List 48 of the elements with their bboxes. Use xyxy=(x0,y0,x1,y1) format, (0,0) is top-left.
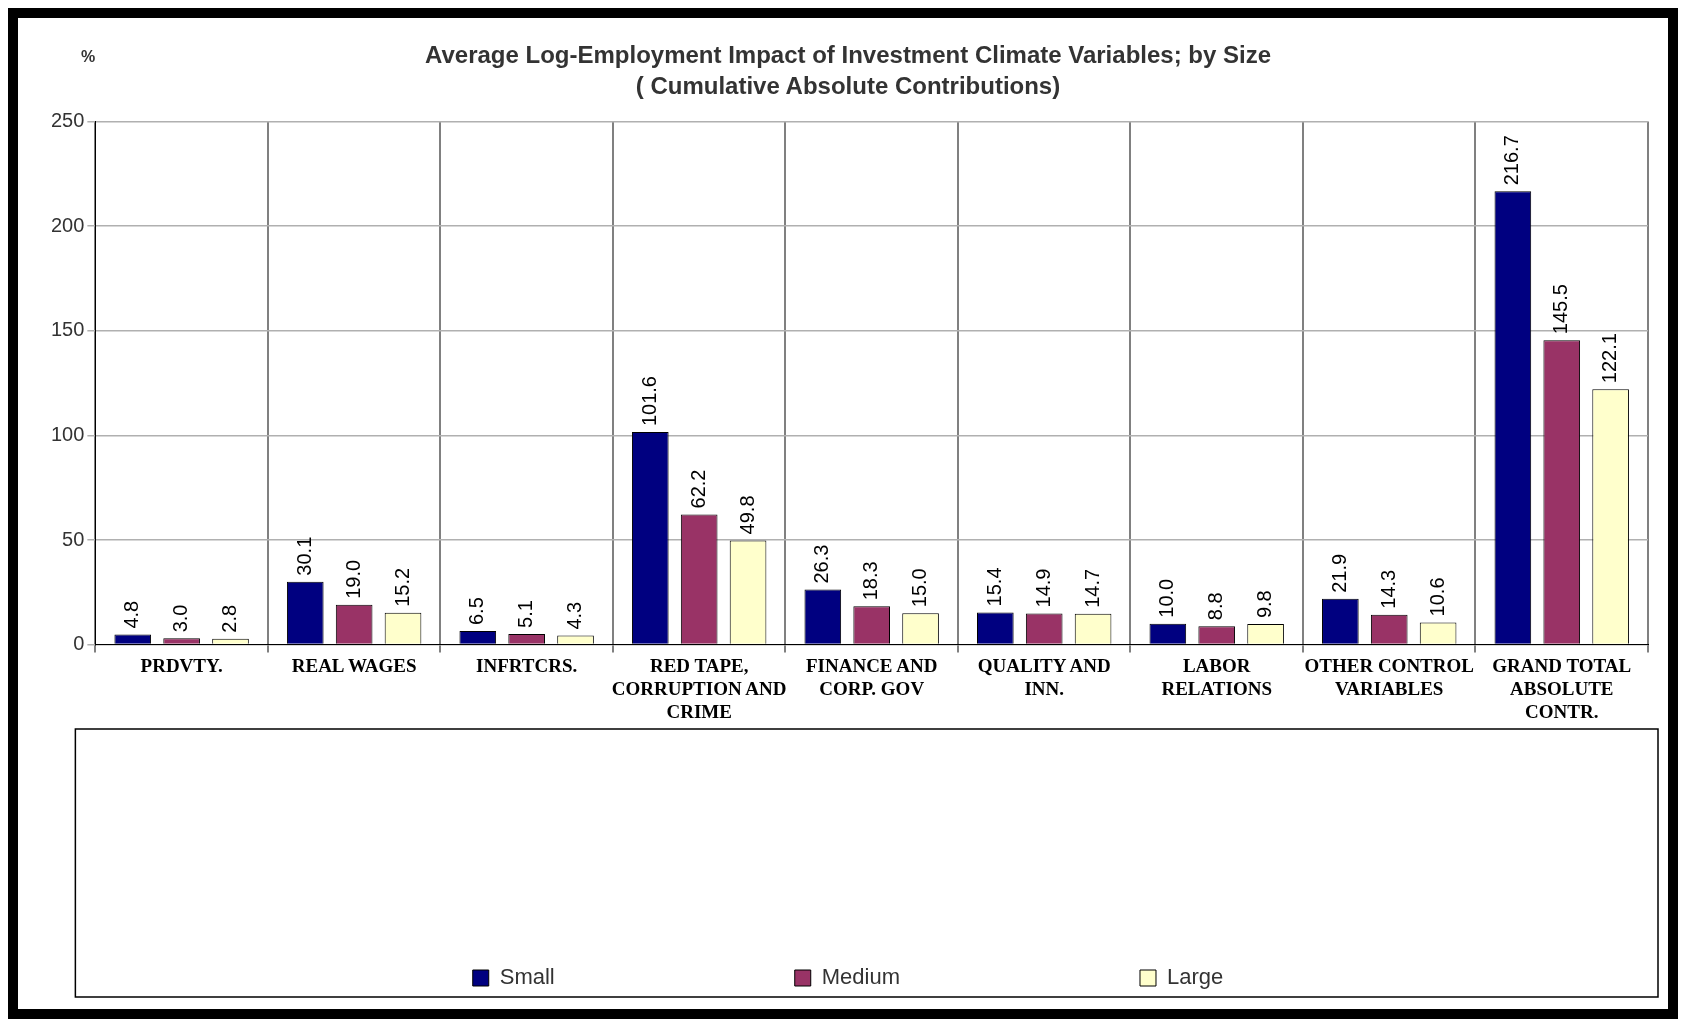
data-label: 4.3 xyxy=(563,601,586,630)
chart-subtitle: ( Cumulative Absolute Contributions) xyxy=(635,71,1061,99)
data-label: 122.1 xyxy=(1598,333,1621,384)
x-tick-label: INFRTCRS. xyxy=(476,654,578,676)
x-tick-label: OTHER CONTROL VARIABLES xyxy=(1304,654,1474,699)
y-tick-label: 250 xyxy=(50,109,85,132)
data-label: 18.3 xyxy=(859,561,882,601)
data-label: 4.8 xyxy=(120,600,143,629)
y-axis-title: % xyxy=(80,48,96,66)
legend-label: Small xyxy=(499,964,555,990)
data-label: 2.8 xyxy=(218,604,241,633)
data-label: 10.0 xyxy=(1155,578,1178,618)
data-label: 216.7 xyxy=(1500,135,1523,186)
data-label: 15.0 xyxy=(908,568,931,608)
data-label: 26.3 xyxy=(810,544,833,584)
data-label: 49.8 xyxy=(735,495,758,535)
x-tick-label: PRDVTY. xyxy=(140,654,223,676)
data-label: 10.6 xyxy=(1425,577,1448,617)
x-tick-label: GRAND TOTAL ABSOLUTE CONTR. xyxy=(1492,654,1632,722)
chart-title: Average Log-Employment Impact of Investment Climate Variables; by Size xyxy=(424,41,1272,69)
data-label: 21.9 xyxy=(1327,553,1350,593)
y-tick-label: 0 xyxy=(73,632,85,655)
legend-label: Medium xyxy=(821,964,900,990)
data-label: 30.1 xyxy=(292,536,315,576)
x-tick-label: QUALITY AND INN. xyxy=(977,654,1111,699)
y-tick-label: 200 xyxy=(50,213,85,236)
data-label: 14.9 xyxy=(1031,568,1054,608)
data-label: 6.5 xyxy=(465,597,488,625)
data-label: 14.3 xyxy=(1376,569,1399,609)
data-label: 14.7 xyxy=(1080,568,1103,608)
data-label: 62.2 xyxy=(686,469,709,509)
data-label: 9.8 xyxy=(1253,590,1276,619)
data-label: 3.0 xyxy=(169,604,192,633)
x-tick-label: REAL WAGES xyxy=(291,654,417,676)
legend-label: Large xyxy=(1166,964,1224,990)
y-tick-label: 100 xyxy=(50,422,85,445)
y-tick-label: 150 xyxy=(50,318,85,341)
data-label: 15.4 xyxy=(982,567,1005,607)
data-label: 8.8 xyxy=(1204,592,1227,621)
x-tick-label: RED TAPE, CORRUPTION AND CRIME xyxy=(611,654,787,722)
data-label: 5.1 xyxy=(514,600,537,628)
data-label: 101.6 xyxy=(637,375,660,427)
data-label: 145.5 xyxy=(1549,284,1572,335)
x-tick-label: LABOR RELATIONS xyxy=(1161,654,1272,699)
y-tick-label: 50 xyxy=(62,527,85,550)
x-tick-label: FINANCE AND CORP. GOV xyxy=(805,654,938,699)
data-label: 15.2 xyxy=(390,567,413,607)
data-label: 19.0 xyxy=(341,559,364,599)
